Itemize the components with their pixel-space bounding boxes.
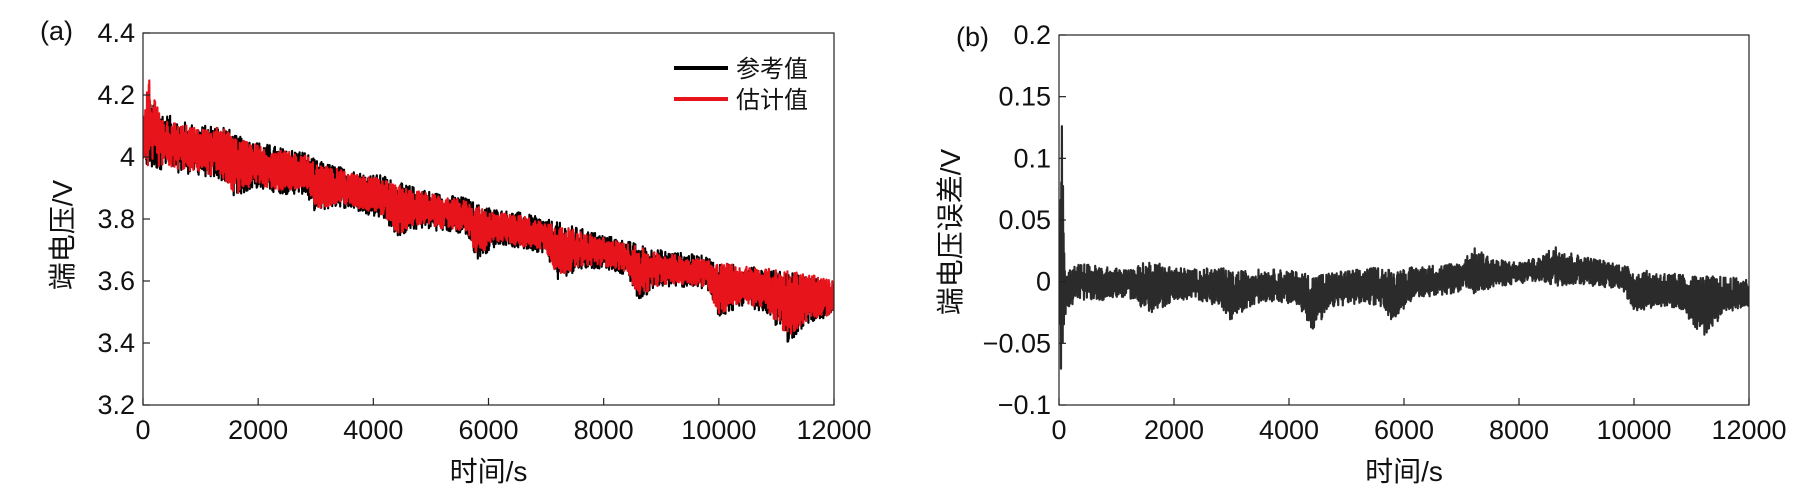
x-tick-label: 6000 xyxy=(1374,415,1434,445)
plot-area xyxy=(143,79,834,343)
y-tick-label: 3.2 xyxy=(97,390,135,420)
y-tick-label: 3.4 xyxy=(97,328,135,358)
panel-b: 0 2000 4000 6000 8000 10000 12000 −0.1 −0.05 0 0.0… xyxy=(935,20,1787,487)
x-axis: 0 2000 4000 6000 8000 10000 12000 xyxy=(135,398,872,445)
y-tick-label: −0.05 xyxy=(983,328,1051,358)
y-axis-label: 端电压误差/V xyxy=(935,148,966,315)
x-tick-label: 0 xyxy=(135,415,150,445)
y-axis: 3.2 3.4 3.6 3.8 4 4.2 4.4 xyxy=(97,18,150,420)
plot-frame xyxy=(1058,34,1750,406)
y-tick-label: 3.6 xyxy=(97,266,135,296)
y-axis: −0.1 −0.05 0 0.05 0.1 0.15 0.2 xyxy=(983,20,1066,420)
series-line-error xyxy=(1059,125,1749,370)
panel-a: 0 2000 4000 6000 8000 10000 12000 3.2 3.4 3.6 3.8 4… xyxy=(40,16,872,487)
x-tick-label: 6000 xyxy=(458,415,518,445)
x-axis-label: 时间/s xyxy=(450,456,528,487)
panel-label: (a) xyxy=(40,16,73,46)
x-tick-label: 2000 xyxy=(228,415,288,445)
plot-area xyxy=(1059,125,1749,370)
y-tick-label: 4.2 xyxy=(97,80,135,110)
y-tick-label: 3.8 xyxy=(97,204,135,234)
panel-label: (b) xyxy=(956,22,989,52)
x-axis-label: 时间/s xyxy=(1365,456,1443,487)
y-tick-label: 0.15 xyxy=(998,82,1051,112)
y-tick-label: 0.1 xyxy=(1013,143,1051,173)
x-tick-label: 4000 xyxy=(343,415,403,445)
y-tick-label: 4.4 xyxy=(97,18,135,48)
x-tick-label: 10000 xyxy=(1596,415,1671,445)
series-line-estimate xyxy=(143,79,834,335)
x-tick-label: 12000 xyxy=(1711,415,1786,445)
x-tick-label: 0 xyxy=(1051,415,1066,445)
y-axis-label: 端电压/V xyxy=(47,179,78,290)
x-tick-label: 10000 xyxy=(681,415,756,445)
y-tick-label: −0.1 xyxy=(998,390,1051,420)
y-tick-label: 0.05 xyxy=(998,205,1051,235)
x-tick-label: 12000 xyxy=(796,415,871,445)
x-tick-label: 8000 xyxy=(574,415,634,445)
legend-label: 参考值 xyxy=(736,56,808,83)
x-tick-label: 2000 xyxy=(1144,415,1204,445)
x-axis: 0 2000 4000 6000 8000 10000 12000 xyxy=(1051,398,1787,445)
y-tick-label: 0 xyxy=(1036,267,1051,297)
x-tick-label: 4000 xyxy=(1259,415,1319,445)
y-tick-label: 4 xyxy=(120,142,135,172)
legend-label: 估计值 xyxy=(736,87,808,114)
y-tick-label: 0.2 xyxy=(1013,20,1051,50)
x-tick-label: 8000 xyxy=(1489,415,1549,445)
